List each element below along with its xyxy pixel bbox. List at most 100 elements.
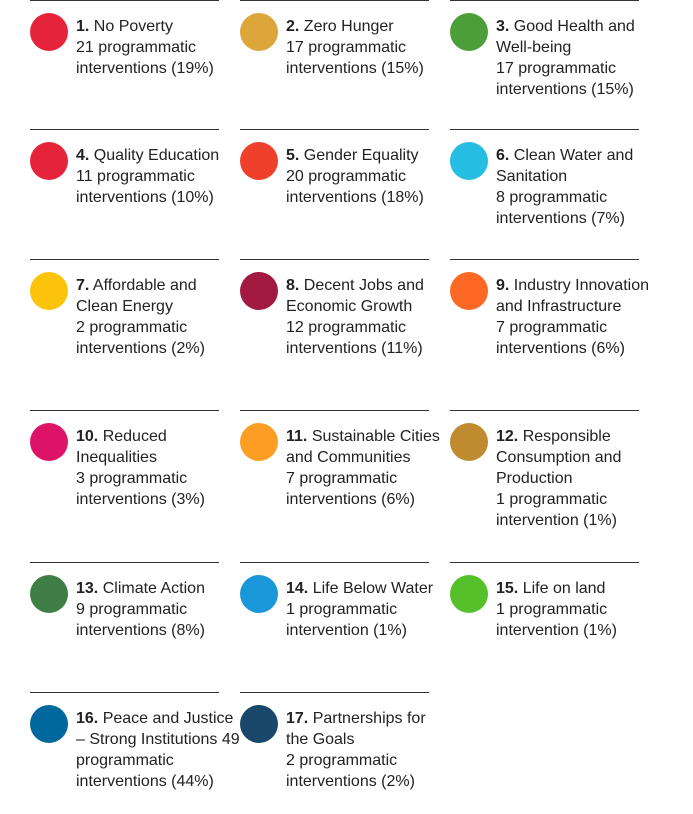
goal-text: 5. Gender Equality 20 programmatic interv… [286,145,452,208]
divider [30,259,219,260]
goal-detail: 2 programmatic interventions (2%) [76,319,205,357]
goal-text: 2. Zero Hunger 17 programmatic interventi… [286,16,452,79]
goal-number: 14. [286,580,309,597]
divider [240,410,429,411]
goal-detail: 12 programmatic interventions (11%) [286,319,423,357]
goal-detail: 11 programmatic interventions (10%) [76,168,214,206]
goal-text: 16. Peace and Justice – Strong Instituti… [76,708,242,792]
divider [240,259,429,260]
goal-text: 3. Good Health and Well-being 17 programm… [496,16,662,100]
divider [30,129,219,130]
divider [240,692,429,693]
goal-text: 7. Affordable and Clean Energy 2 programm… [76,275,242,359]
goal-name: Peace and Justice – Strong Institutions … [76,710,240,790]
goal-text: 15. Life on land 1 programmatic intervent… [496,578,662,641]
divider [30,692,219,693]
goal-icon [450,272,488,310]
goal-number: 15. [496,580,519,597]
goal-number: 10. [76,428,99,445]
goal-detail: 21 programmatic interventions (19%) [76,39,214,77]
goal-detail: 9 programmatic interventions (8%) [76,601,205,639]
goal-name: Life on land [522,580,606,597]
goal-detail: 7 programmatic interventions (6%) [496,319,625,357]
goal-name: Affordable and Clean Energy [76,277,197,315]
goal-name: Sustainable Cities and Communities [286,428,440,466]
goal-text: 9. Industry Innovation and Infrastructur… [496,275,662,359]
goal-text: 13. Climate Action 9 programmatic interve… [76,578,242,641]
goal-text: 4. Quality Education 11 programmatic inte… [76,145,242,208]
divider [240,129,429,130]
goal-detail: 1 programmatic intervention (1%) [286,601,407,639]
divider [450,410,639,411]
goal-icon [450,142,488,180]
goal-number: 9. [496,277,510,294]
goal-text: 12. Responsible Consumption and Producti… [496,426,662,531]
goal-name: Clean Water and Sanitation [496,147,634,185]
goal-icon [450,13,488,51]
goal-detail: 17 programmatic interventions (15%) [496,60,634,98]
goal-number: 5. [286,147,300,164]
goal-number: 13. [76,580,99,597]
goal-detail: 1 programmatic intervention (1%) [496,491,617,529]
goal-name: Responsible Consumption and Production [496,428,622,487]
divider [30,0,219,1]
goal-icon [240,13,278,51]
divider [450,259,639,260]
goal-detail: 3 programmatic interventions (3%) [76,470,205,508]
goal-text: 8. Decent Jobs and Economic Growth 12 pro… [286,275,452,359]
divider [30,410,219,411]
goal-icon [30,13,68,51]
goal-name: Life Below Water [312,580,434,597]
goal-icon [30,575,68,613]
goal-icon [240,423,278,461]
goal-number: 8. [286,277,300,294]
goal-icon [30,272,68,310]
goal-name: Reduced Inequalities [76,428,167,466]
goal-detail: 2 programmatic interventions (2%) [286,752,415,790]
goal-number: 4. [76,147,90,164]
goal-icon [30,705,68,743]
goal-detail: 20 programmatic interventions (18%) [286,168,424,206]
goal-icon [450,575,488,613]
goal-icon [450,423,488,461]
goal-text: 14. Life Below Water 1 programmatic inter… [286,578,452,641]
goal-name: Decent Jobs and Economic Growth [286,277,424,315]
goal-name: Quality Education [93,147,220,164]
goal-number: 7. [76,277,90,294]
divider [30,562,219,563]
goal-number: 1. [76,18,90,35]
divider [240,0,429,1]
goal-name: Climate Action [102,580,205,597]
goal-icon [240,142,278,180]
goal-name: Good Health and Well-being [496,18,635,56]
goal-name: Industry Innovation and Infrastructure [496,277,649,315]
divider [450,562,639,563]
goal-name: Gender Equality [303,147,419,164]
goal-text: 11. Sustainable Cities and Communities 7 … [286,426,452,510]
goal-detail: 7 programmatic interventions (6%) [286,470,415,508]
goal-name: No Poverty [93,18,173,35]
goal-number: 2. [286,18,300,35]
goal-text: 17. Partnerships for the Goals 2 programm… [286,708,452,792]
goal-detail: 1 programmatic intervention (1%) [496,601,617,639]
goal-name: Zero Hunger [303,18,394,35]
divider [450,0,639,1]
goal-icon [30,423,68,461]
goal-text: 1. No Poverty 21 programmatic interventio… [76,16,242,79]
goal-number: 17. [286,710,309,727]
goal-number: 6. [496,147,510,164]
goal-icon [240,575,278,613]
goal-icon [30,142,68,180]
goal-name: Partnerships for the Goals [286,710,426,748]
goal-icon [240,705,278,743]
goal-number: 16. [76,710,99,727]
goal-number: 11. [286,428,308,445]
goal-text: 6. Clean Water and Sanitation 8 programma… [496,145,662,229]
divider [240,562,429,563]
goal-icon [240,272,278,310]
goal-number: 3. [496,18,510,35]
divider [450,129,639,130]
goal-text: 10. Reduced Inequalities 3 programmatic i… [76,426,242,510]
goal-detail: 8 programmatic interventions (7%) [496,189,625,227]
